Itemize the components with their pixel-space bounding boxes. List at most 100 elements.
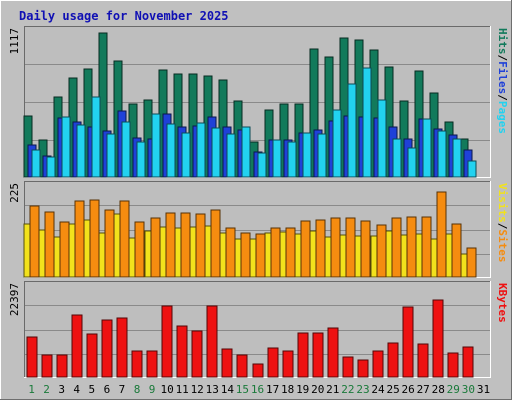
bar-pages-day-23: [362, 67, 372, 178]
bar-kbytes-day-13: [206, 305, 218, 378]
bar-sites-day-10: [165, 212, 176, 278]
bar-sites-day-16: [255, 233, 266, 278]
bar-pages-day-20: [317, 133, 327, 178]
day-label-7: 7: [119, 383, 126, 396]
day-label-25: 25: [386, 383, 399, 396]
bar-pages-day-29: [452, 138, 462, 178]
bar-kbytes-day-12: [191, 330, 203, 378]
day-label-4: 4: [73, 383, 80, 396]
legend-part-kbytes: KBytes: [496, 283, 509, 323]
bar-pages-day-28: [437, 130, 447, 178]
bar-kbytes-day-2: [41, 354, 53, 378]
bar-pages-day-27: [422, 118, 432, 178]
day-label-21: 21: [326, 383, 339, 396]
bar-sites-day-19: [300, 220, 311, 278]
bar-kbytes-day-11: [176, 325, 188, 378]
bar-pages-day-4: [76, 124, 86, 178]
bar-kbytes-day-20: [312, 332, 324, 378]
series-legend-label: KBytes: [496, 283, 509, 323]
bar-pages-day-15: [241, 126, 251, 178]
bar-kbytes-day-28: [432, 299, 444, 378]
day-labels: 1 2 3 4 5 6 7 8 9 10 11 12 13 14 15 16 17 18 19 20 21 22 23 24 2…: [28, 383, 490, 396]
bar-sites-day-21: [330, 217, 341, 278]
day-label-26: 26: [401, 383, 414, 396]
day-label-1: 1: [28, 383, 35, 396]
bar-sites-day-23: [360, 220, 371, 278]
day-label-18: 18: [281, 383, 294, 396]
day-label-13: 13: [206, 383, 219, 396]
day-label-24: 24: [371, 383, 385, 396]
bar-kbytes-day-8: [131, 350, 143, 378]
bar-kbytes-day-27: [417, 343, 429, 378]
bar-pages-day-7: [121, 121, 131, 178]
bar-sites-day-30: [466, 247, 477, 278]
legend-part-separator: /: [496, 94, 509, 101]
bar-sites-day-8: [134, 221, 145, 278]
day-label-30: 30: [462, 383, 475, 396]
bar-kbytes-day-26: [402, 306, 414, 378]
panel-kbytes: 22397 KBytes: [8, 281, 509, 378]
bar-sites-day-7: [119, 200, 130, 278]
bar-kbytes-day-19: [297, 332, 309, 378]
bar-kbytes-day-1: [26, 336, 38, 378]
bar-sites-day-2: [44, 211, 55, 278]
bar-pages-day-21: [332, 109, 342, 178]
bar-sites-day-18: [285, 227, 296, 278]
bar-kbytes-day-29: [447, 352, 459, 378]
bar-sites-day-1: [29, 205, 40, 278]
bar-sites-day-3: [59, 221, 70, 278]
bar-sites-day-29: [451, 223, 462, 278]
bar-pages-day-5: [91, 96, 101, 178]
day-label-6: 6: [104, 383, 111, 396]
bar-kbytes-day-16: [252, 363, 264, 378]
day-label-12: 12: [191, 383, 204, 396]
bar-pages-day-13: [211, 127, 221, 178]
bar-pages-day-24: [377, 99, 387, 178]
bar-kbytes-day-15: [236, 354, 248, 378]
day-label-31: 31: [477, 383, 490, 396]
bar-kbytes-day-9: [146, 350, 158, 378]
bar-pages-day-10: [166, 123, 176, 178]
legend-part-hits: Hits: [496, 28, 509, 55]
bar-kbytes-day-14: [221, 348, 233, 378]
bar-sites-day-15: [240, 232, 251, 278]
bar-pages-day-8: [136, 141, 146, 178]
bar-sites-day-27: [421, 216, 432, 278]
bar-kbytes-day-18: [282, 350, 294, 378]
y-max-label: 1117: [8, 28, 21, 55]
day-label-27: 27: [417, 383, 430, 396]
bar-pages-day-17: [272, 139, 282, 178]
y-max-label: 225: [8, 183, 21, 203]
bar-sites-day-20: [315, 219, 326, 278]
bar-kbytes-day-22: [342, 356, 354, 378]
bar-kbytes-day-10: [161, 305, 173, 378]
bar-kbytes-day-24: [372, 350, 384, 378]
day-label-14: 14: [221, 383, 235, 396]
series-legend-label: Visits/Sites: [496, 183, 509, 263]
bar-sites-day-4: [74, 200, 85, 278]
bar-pages-day-6: [106, 133, 116, 178]
series-legend-label: Hits/Files/Pages: [496, 28, 509, 134]
day-label-20: 20: [311, 383, 324, 396]
bar-pages-day-11: [181, 132, 191, 178]
legend-part-files: Files: [496, 61, 509, 94]
bar-pages-day-16: [257, 152, 267, 178]
bar-pages-day-3: [61, 116, 71, 178]
day-label-22: 22: [341, 383, 354, 396]
bar-pages-day-1: [31, 149, 41, 178]
bar-pages-day-19: [302, 132, 312, 178]
legend-part-sites: Sites: [496, 229, 509, 262]
bar-pages-day-14: [226, 133, 236, 178]
day-label-5: 5: [88, 383, 95, 396]
bar-pages-day-25: [392, 138, 402, 178]
bar-kbytes-day-23: [357, 359, 369, 378]
bar-sites-day-22: [345, 217, 356, 278]
bar-sites-day-9: [150, 217, 161, 278]
bar-pages-day-26: [407, 147, 417, 178]
bar-kbytes-day-25: [387, 342, 399, 378]
bar-sites-day-28: [436, 191, 447, 278]
bar-sites-day-5: [89, 199, 100, 278]
day-label-3: 3: [58, 383, 65, 396]
